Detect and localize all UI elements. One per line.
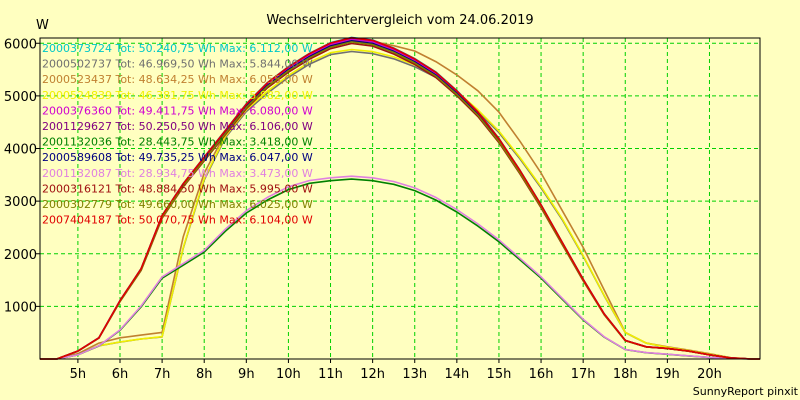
- x-tick-label: 15h: [487, 367, 512, 382]
- legend-entry-7: 2001132036 Tot: 28.443,75 Wh Max: 3.418,…: [42, 136, 313, 149]
- x-tick-label: 10h: [276, 367, 301, 382]
- legend-entry-5: 2000376360 Tot: 49.411,75 Wh Max: 6.080,…: [42, 104, 313, 117]
- chart-title: Wechselrichtervergleich vom 24.06.2019: [266, 13, 533, 28]
- x-tick-label: 5h: [70, 367, 87, 382]
- y-tick-label: 2000: [4, 248, 37, 263]
- y-tick-label: 1000: [4, 300, 37, 315]
- series-layer: [40, 36, 760, 360]
- legend-entry-10: 2000316121 Tot: 48.884,50 Wh Max: 5.995,…: [42, 182, 313, 195]
- x-tick-label: 12h: [360, 367, 385, 382]
- legend-entry-4: 2000524839 Tot: 46.381,75 Wh Max: 5.882,…: [42, 89, 313, 102]
- series-line-12: [40, 36, 760, 360]
- legend-entry-3: 2000523437 Tot: 48.634,25 Wh Max: 6.055,…: [42, 73, 313, 86]
- x-tick-label: 18h: [613, 367, 638, 382]
- legend-entry-1: 2000373724 Tot: 50.240,75 Wh Max: 6.112,…: [42, 42, 313, 55]
- x-tick-label: 16h: [529, 367, 554, 382]
- legend-entry-9: 2001132087 Tot: 28.934,75 Wh Max: 3.473,…: [42, 167, 313, 180]
- y-tick-label: 5000: [4, 90, 37, 105]
- legend-entry-11: 2000302779 Tot: 49.660,00 Wh Max: 6.025,…: [42, 198, 313, 211]
- tick-labels: 5h 6h 7h 8h 9h 10h 11h 12h 13h 14h 15h 16h 17h 18h 19h…: [4, 37, 722, 382]
- y-axis-label: W: [36, 18, 49, 33]
- legend-entry-6: 2001129627 Tot: 50.250,50 Wh Max: 6.106,…: [42, 120, 313, 133]
- legend-entry-12: 2007404187 Tot: 50.070,75 Wh Max: 6.104,…: [42, 214, 313, 227]
- y-tick-label: 6000: [4, 37, 37, 52]
- x-tick-label: 13h: [402, 367, 427, 382]
- x-tick-label: 20h: [697, 367, 722, 382]
- grid-layer: [40, 38, 760, 359]
- legend: 2000373724 Tot: 50.240,75 Wh Max: 6.112,…: [42, 42, 313, 227]
- x-tick-label: 11h: [318, 367, 343, 382]
- axis-layer: [36, 37, 761, 363]
- y-tick-label: 3000: [4, 195, 37, 210]
- legend-entry-8: 2000589608 Tot: 49.735,25 Wh Max: 6.047,…: [42, 151, 313, 164]
- x-tick-label: 7h: [154, 367, 171, 382]
- x-tick-label: 6h: [112, 367, 129, 382]
- plot-frame: [39, 37, 761, 360]
- x-tick-label: 17h: [571, 367, 596, 382]
- series-line-4: [40, 48, 760, 360]
- x-tick-label: 9h: [238, 367, 255, 382]
- y-tick-label: 4000: [4, 143, 37, 158]
- x-tick-label: 19h: [655, 367, 680, 382]
- legend-entry-2: 2000502737 Tot: 46.969,50 Wh Max: 5.844,…: [42, 58, 313, 71]
- x-tick-label: 8h: [196, 367, 213, 382]
- chart-footer: SunnyReport pinxit: [693, 385, 799, 398]
- x-tick-label: 14h: [444, 367, 469, 382]
- series-line-9: [40, 175, 760, 360]
